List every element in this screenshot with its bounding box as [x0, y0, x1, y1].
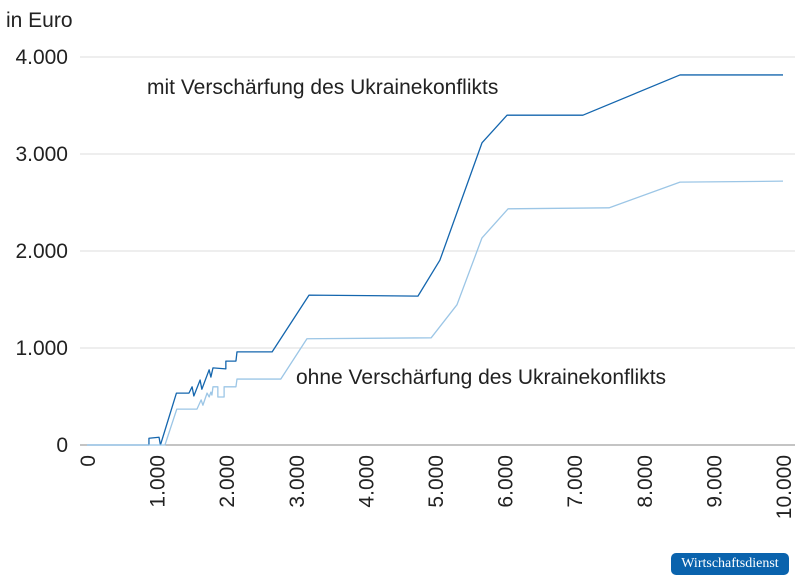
x-tick-label: 9.000	[703, 455, 726, 508]
x-tick-label: 2.000	[216, 455, 239, 508]
y-tick-label: 2.000	[15, 240, 68, 263]
y-axis-label: in Euro	[6, 9, 73, 32]
series-line-1	[87, 180, 784, 446]
series-line-0	[87, 74, 783, 446]
y-tick-label: 4.000	[15, 46, 68, 69]
x-tick-label: 4.000	[355, 455, 378, 508]
series-label-ohne: ohne Verschärfung des Ukrainekonflikts	[296, 366, 666, 389]
x-tick-label: 8.000	[634, 455, 657, 508]
x-tick-label: 5.000	[425, 455, 448, 508]
x-tick-label: 10.000	[773, 455, 796, 519]
x-tick-label: 3.000	[286, 455, 309, 508]
x-tick-label: 7.000	[564, 455, 587, 508]
y-tick-label: 0	[56, 434, 68, 457]
x-tick-label: 6.000	[495, 455, 518, 508]
y-tick-label: 1.000	[15, 337, 68, 360]
x-tick-label: 1.000	[147, 455, 170, 508]
series-label-mit: mit Verschärfung des Ukrainekonflikts	[147, 76, 498, 99]
x-tick-label: 0	[77, 455, 100, 467]
y-tick-label: 3.000	[15, 143, 68, 166]
wirtschaftsdienst-badge: Wirtschaftsdienst	[671, 553, 789, 575]
